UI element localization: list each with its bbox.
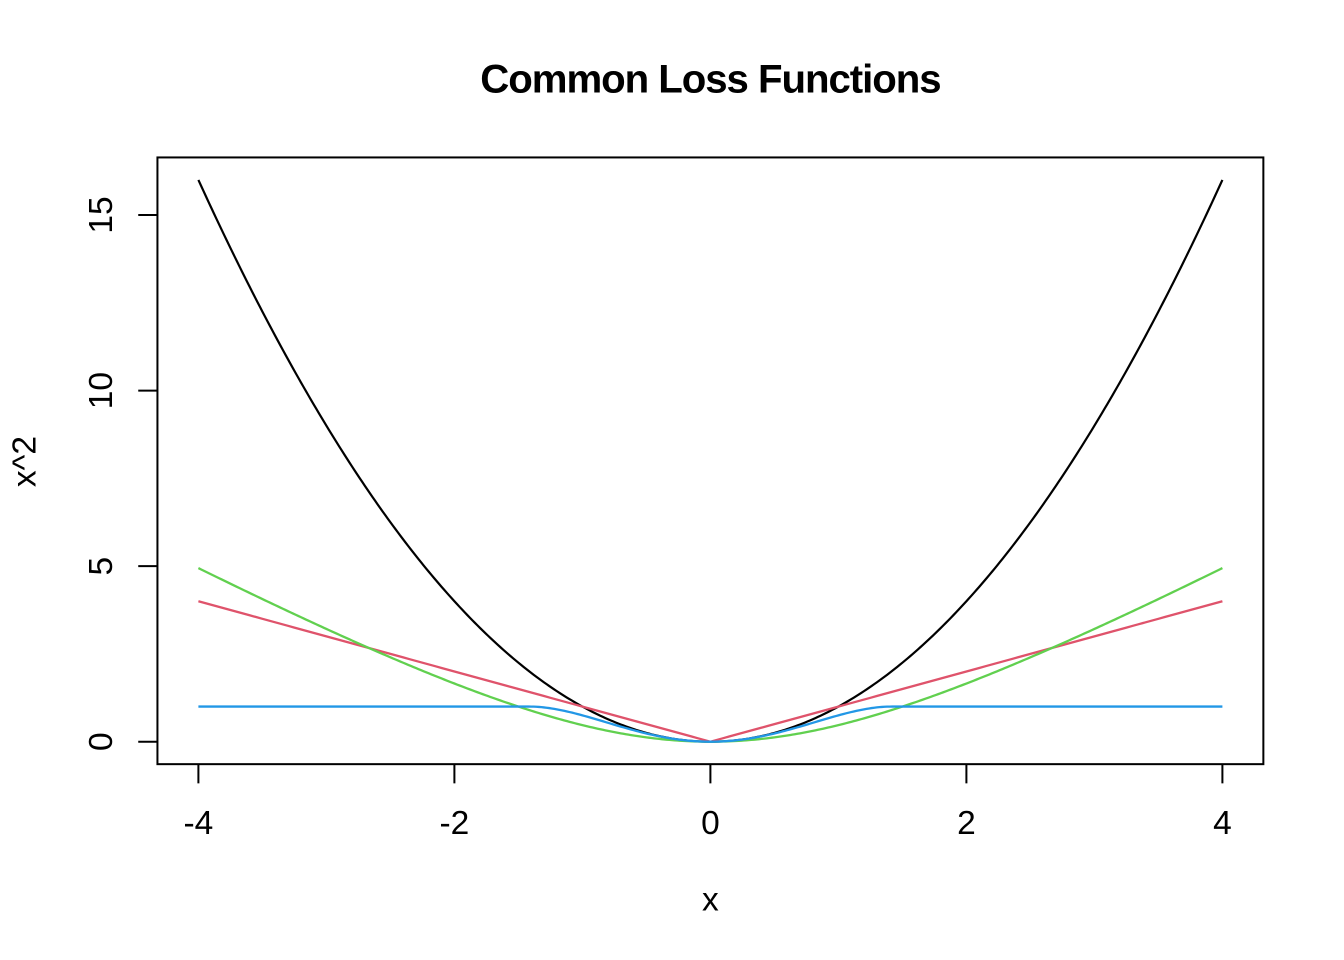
svg-text:2: 2 [957,805,976,842]
svg-text:5: 5 [83,557,120,576]
svg-text:4: 4 [1213,805,1232,842]
svg-text:15: 15 [83,196,120,233]
svg-text:x: x [702,882,719,919]
svg-text:10: 10 [83,372,120,409]
svg-text:-2: -2 [440,805,470,842]
svg-text:Common Loss Functions: Common Loss Functions [480,57,940,102]
svg-text:0: 0 [83,732,120,751]
svg-text:0: 0 [701,805,720,842]
svg-text:x^2: x^2 [7,436,44,487]
svg-text:-4: -4 [184,805,214,842]
